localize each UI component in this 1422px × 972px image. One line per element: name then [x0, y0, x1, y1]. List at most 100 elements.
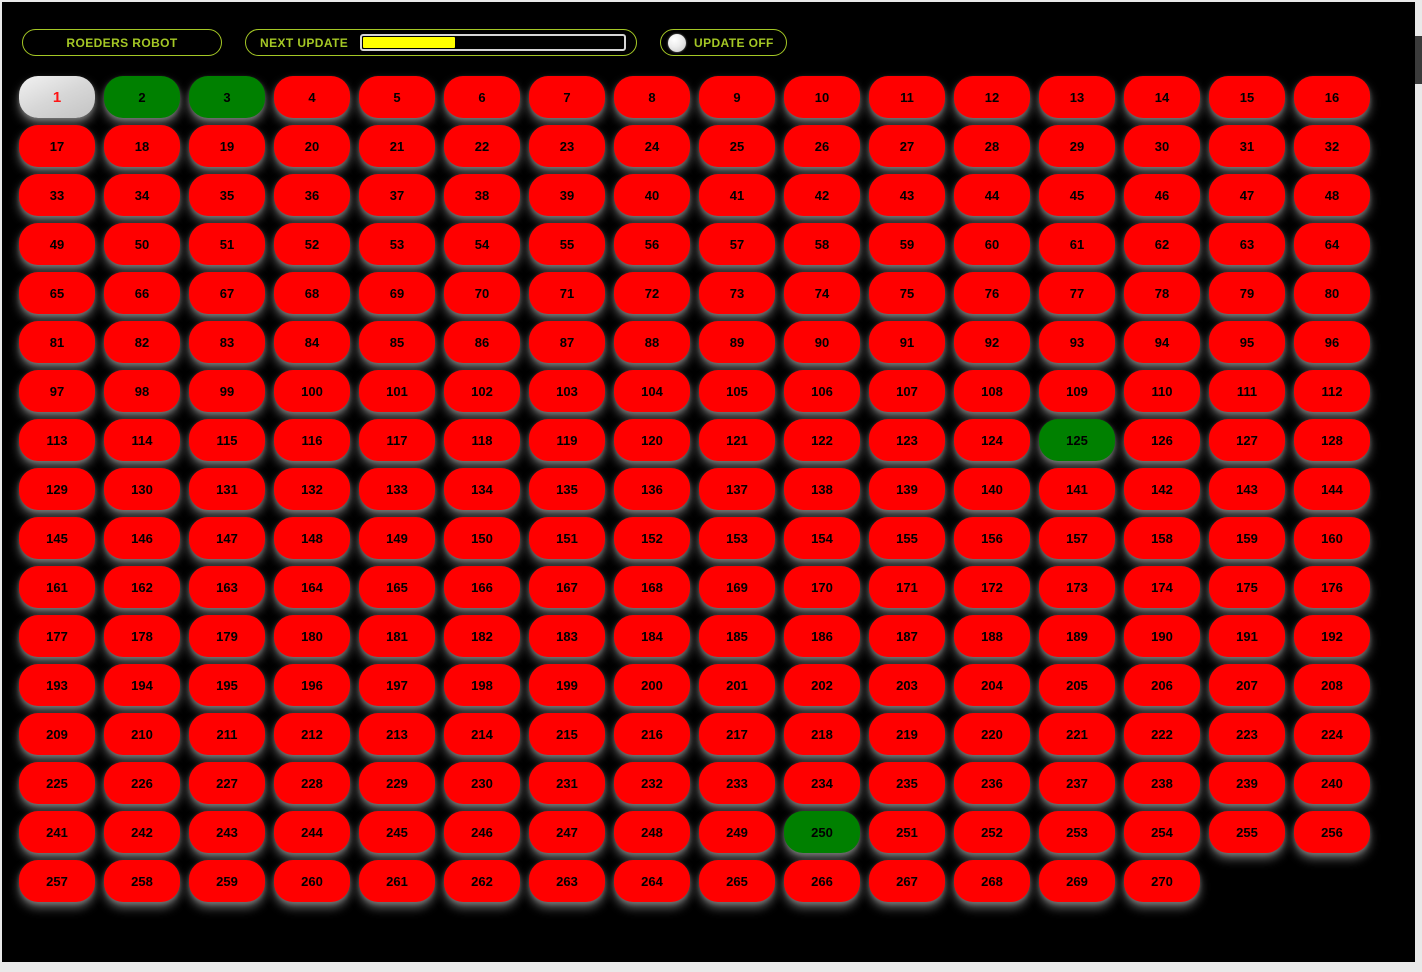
pallet-button-227[interactable]: 227: [189, 762, 265, 804]
pallet-button-84[interactable]: 84: [274, 321, 350, 363]
pallet-button-22[interactable]: 22: [444, 125, 520, 167]
pallet-button-25[interactable]: 25: [699, 125, 775, 167]
pallet-button-48[interactable]: 48: [1294, 174, 1370, 216]
pallet-button-82[interactable]: 82: [104, 321, 180, 363]
pallet-button-180[interactable]: 180: [274, 615, 350, 657]
pallet-button-181[interactable]: 181: [359, 615, 435, 657]
pallet-button-254[interactable]: 254: [1124, 811, 1200, 853]
pallet-button-261[interactable]: 261: [359, 860, 435, 902]
pallet-button-19[interactable]: 19: [189, 125, 265, 167]
pallet-button-140[interactable]: 140: [954, 468, 1030, 510]
pallet-button-255[interactable]: 255: [1209, 811, 1285, 853]
pallet-button-202[interactable]: 202: [784, 664, 860, 706]
pallet-button-169[interactable]: 169: [699, 566, 775, 608]
pallet-button-160[interactable]: 160: [1294, 517, 1370, 559]
pallet-button-46[interactable]: 46: [1124, 174, 1200, 216]
pallet-button-52[interactable]: 52: [274, 223, 350, 265]
pallet-button-18[interactable]: 18: [104, 125, 180, 167]
pallet-button-124[interactable]: 124: [954, 419, 1030, 461]
pallet-button-152[interactable]: 152: [614, 517, 690, 559]
pallet-button-37[interactable]: 37: [359, 174, 435, 216]
pallet-button-72[interactable]: 72: [614, 272, 690, 314]
pallet-button-136[interactable]: 136: [614, 468, 690, 510]
pallet-button-211[interactable]: 211: [189, 713, 265, 755]
pallet-button-148[interactable]: 148: [274, 517, 350, 559]
pallet-button-149[interactable]: 149: [359, 517, 435, 559]
pallet-button-42[interactable]: 42: [784, 174, 860, 216]
pallet-button-90[interactable]: 90: [784, 321, 860, 363]
pallet-button-69[interactable]: 69: [359, 272, 435, 314]
scrollbar-thumb[interactable]: [1415, 36, 1422, 84]
pallet-button-65[interactable]: 65: [19, 272, 95, 314]
pallet-button-103[interactable]: 103: [529, 370, 605, 412]
pallet-button-87[interactable]: 87: [529, 321, 605, 363]
pallet-button-7[interactable]: 7: [529, 76, 605, 118]
pallet-button-146[interactable]: 146: [104, 517, 180, 559]
pallet-button-86[interactable]: 86: [444, 321, 520, 363]
pallet-button-237[interactable]: 237: [1039, 762, 1115, 804]
pallet-button-27[interactable]: 27: [869, 125, 945, 167]
pallet-button-5[interactable]: 5: [359, 76, 435, 118]
pallet-button-8[interactable]: 8: [614, 76, 690, 118]
pallet-button-10[interactable]: 10: [784, 76, 860, 118]
pallet-button-63[interactable]: 63: [1209, 223, 1285, 265]
pallet-button-267[interactable]: 267: [869, 860, 945, 902]
pallet-button-78[interactable]: 78: [1124, 272, 1200, 314]
pallet-button-102[interactable]: 102: [444, 370, 520, 412]
pallet-button-145[interactable]: 145: [19, 517, 95, 559]
pallet-button-164[interactable]: 164: [274, 566, 350, 608]
pallet-button-221[interactable]: 221: [1039, 713, 1115, 755]
pallet-button-230[interactable]: 230: [444, 762, 520, 804]
pallet-button-240[interactable]: 240: [1294, 762, 1370, 804]
pallet-button-193[interactable]: 193: [19, 664, 95, 706]
pallet-button-194[interactable]: 194: [104, 664, 180, 706]
pallet-button-23[interactable]: 23: [529, 125, 605, 167]
pallet-button-208[interactable]: 208: [1294, 664, 1370, 706]
pallet-button-231[interactable]: 231: [529, 762, 605, 804]
pallet-button-125[interactable]: 125: [1039, 419, 1115, 461]
pallet-button-204[interactable]: 204: [954, 664, 1030, 706]
pallet-button-222[interactable]: 222: [1124, 713, 1200, 755]
pallet-button-12[interactable]: 12: [954, 76, 1030, 118]
pallet-button-243[interactable]: 243: [189, 811, 265, 853]
pallet-button-75[interactable]: 75: [869, 272, 945, 314]
pallet-button-67[interactable]: 67: [189, 272, 265, 314]
pallet-button-62[interactable]: 62: [1124, 223, 1200, 265]
pallet-button-116[interactable]: 116: [274, 419, 350, 461]
pallet-button-128[interactable]: 128: [1294, 419, 1370, 461]
pallet-button-220[interactable]: 220: [954, 713, 1030, 755]
pallet-button-14[interactable]: 14: [1124, 76, 1200, 118]
pallet-button-68[interactable]: 68: [274, 272, 350, 314]
pallet-button-205[interactable]: 205: [1039, 664, 1115, 706]
pallet-button-51[interactable]: 51: [189, 223, 265, 265]
pallet-button-218[interactable]: 218: [784, 713, 860, 755]
pallet-button-246[interactable]: 246: [444, 811, 520, 853]
pallet-button-57[interactable]: 57: [699, 223, 775, 265]
pallet-button-156[interactable]: 156: [954, 517, 1030, 559]
pallet-button-178[interactable]: 178: [104, 615, 180, 657]
pallet-button-104[interactable]: 104: [614, 370, 690, 412]
pallet-button-127[interactable]: 127: [1209, 419, 1285, 461]
pallet-button-262[interactable]: 262: [444, 860, 520, 902]
pallet-button-70[interactable]: 70: [444, 272, 520, 314]
pallet-button-151[interactable]: 151: [529, 517, 605, 559]
pallet-button-179[interactable]: 179: [189, 615, 265, 657]
pallet-button-214[interactable]: 214: [444, 713, 520, 755]
pallet-button-161[interactable]: 161: [19, 566, 95, 608]
pallet-button-224[interactable]: 224: [1294, 713, 1370, 755]
pallet-button-235[interactable]: 235: [869, 762, 945, 804]
pallet-button-206[interactable]: 206: [1124, 664, 1200, 706]
pallet-button-270[interactable]: 270: [1124, 860, 1200, 902]
pallet-button-122[interactable]: 122: [784, 419, 860, 461]
pallet-button-17[interactable]: 17: [19, 125, 95, 167]
pallet-button-256[interactable]: 256: [1294, 811, 1370, 853]
pallet-button-6[interactable]: 6: [444, 76, 520, 118]
pallet-button-175[interactable]: 175: [1209, 566, 1285, 608]
pallet-button-34[interactable]: 34: [104, 174, 180, 216]
pallet-button-58[interactable]: 58: [784, 223, 860, 265]
pallet-button-250[interactable]: 250: [784, 811, 860, 853]
pallet-button-165[interactable]: 165: [359, 566, 435, 608]
pallet-button-110[interactable]: 110: [1124, 370, 1200, 412]
pallet-button-105[interactable]: 105: [699, 370, 775, 412]
pallet-button-111[interactable]: 111: [1209, 370, 1285, 412]
